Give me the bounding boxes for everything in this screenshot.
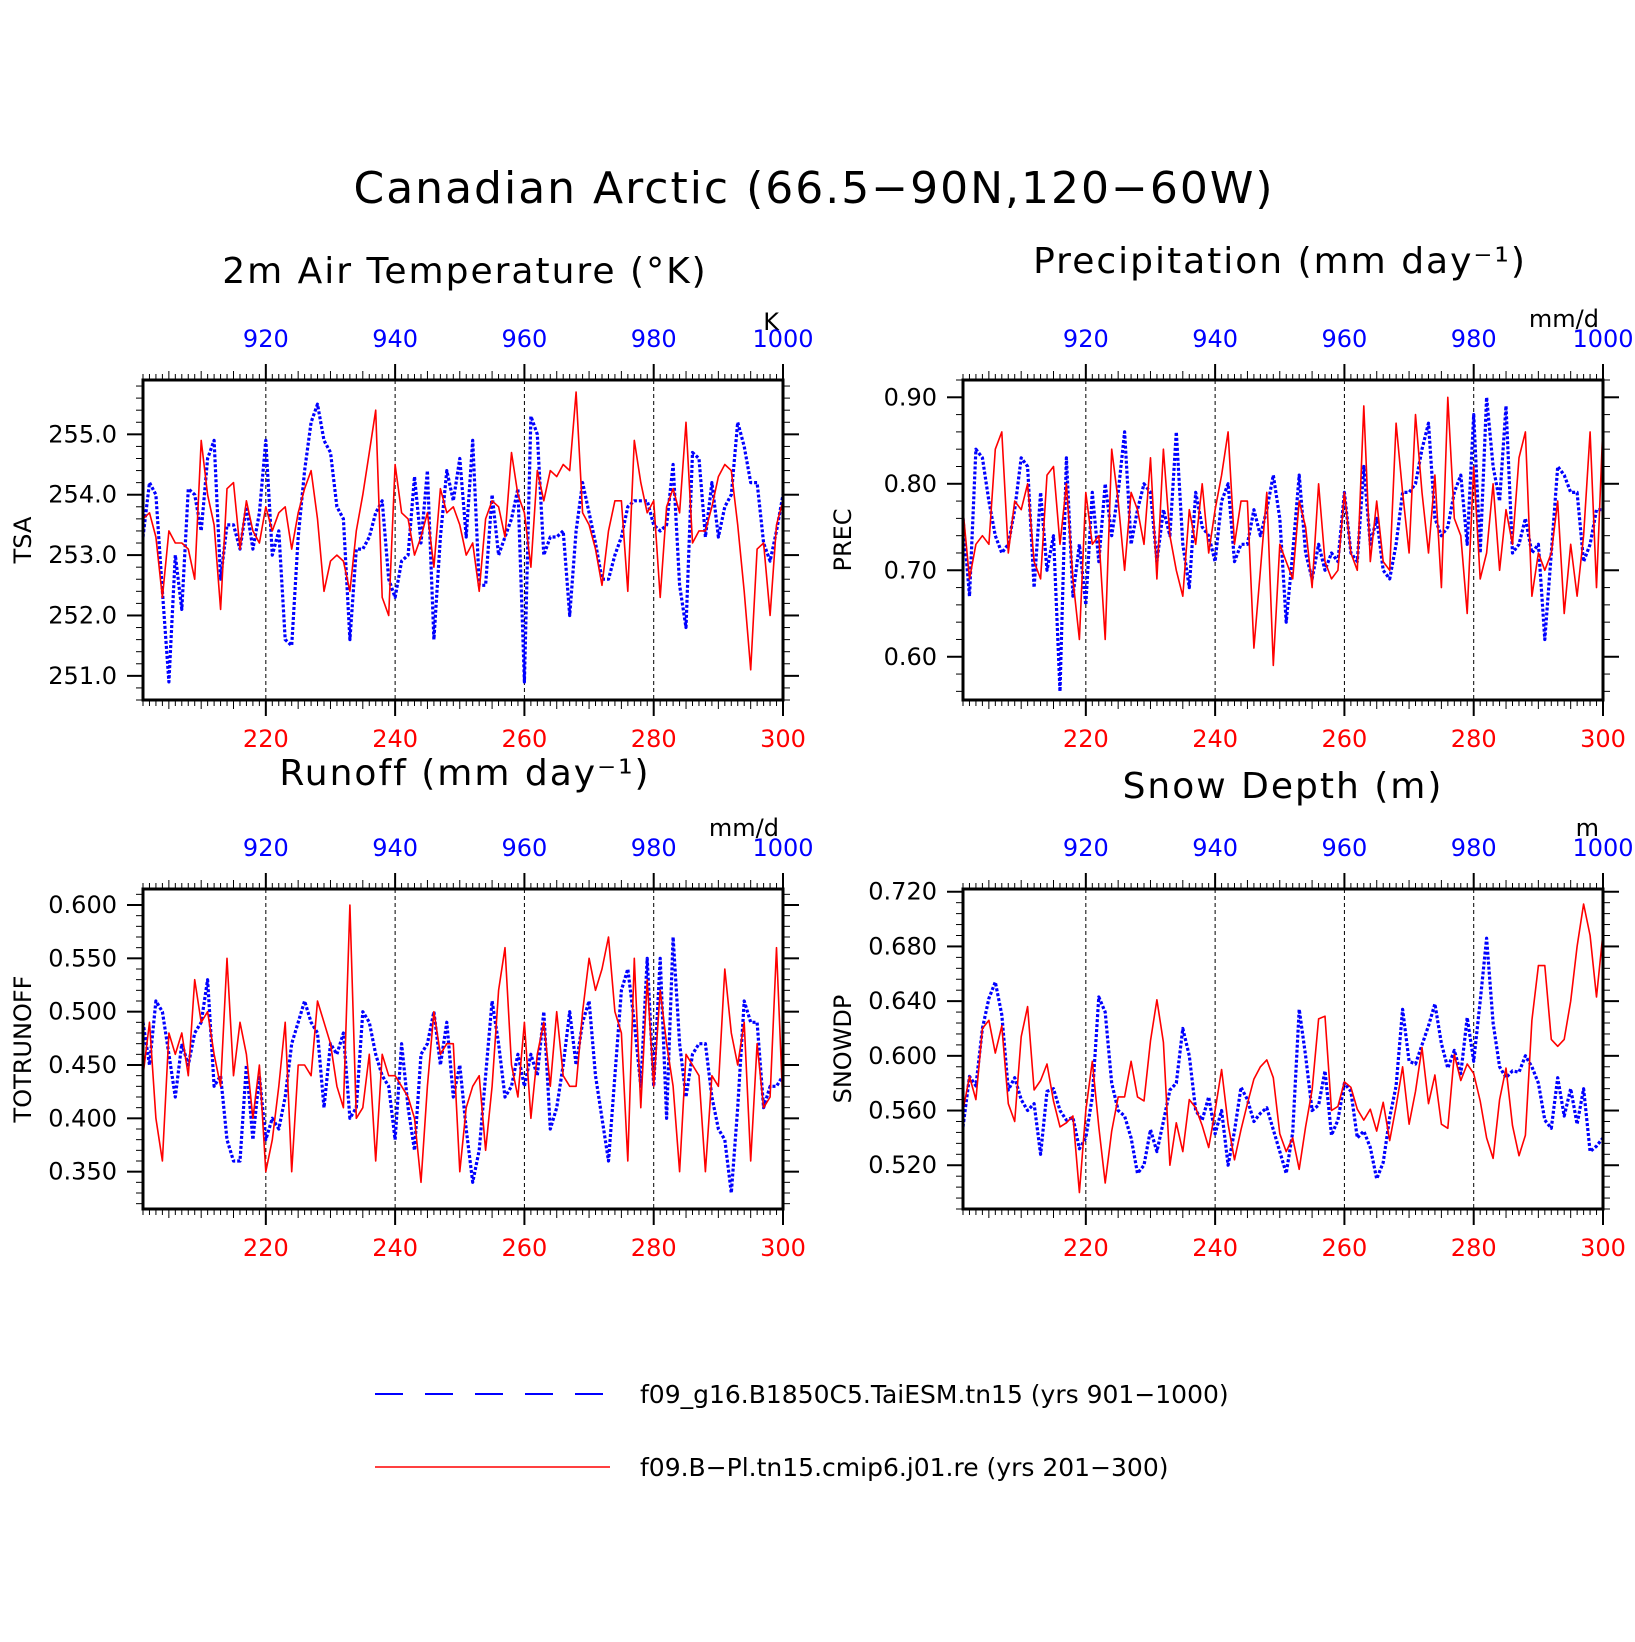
y-tick-label: 252.0 (48, 601, 117, 629)
x-bottom-tick-label: 280 (1451, 725, 1497, 753)
y-tick-label: 0.450 (48, 1051, 117, 1079)
panel-title: Precipitation (mm day⁻¹) (1033, 241, 1527, 282)
x-bottom-tick-label: 300 (760, 725, 806, 753)
y-tick-label: 0.80 (884, 470, 937, 498)
legend-label-series-a: f09_g16.B1850C5.TaiESM.tn15 (yrs 901−100… (640, 1380, 1229, 1409)
x-bottom-tick-label: 260 (1322, 725, 1368, 753)
x-bottom-tick-label: 220 (243, 1234, 289, 1262)
x-bottom-tick-label: 240 (1192, 1234, 1238, 1262)
x-bottom-tick-label: 220 (1063, 1234, 1109, 1262)
y-axis-label: TSA (9, 516, 37, 564)
plot-frame (141, 378, 785, 702)
x-top-tick-label: 940 (372, 834, 418, 862)
x-top-tick-label: 980 (631, 834, 677, 862)
x-top-tick-label: 960 (502, 325, 548, 353)
x-bottom-tick-label: 240 (372, 1234, 418, 1262)
plot-frame (961, 887, 1605, 1211)
x-bottom-tick-label: 280 (631, 725, 677, 753)
panel-snow-depth: Snow Depth (m) m SNOWDP 220 240 260 280 300 920 9… (829, 766, 1634, 1262)
x-top-tick-label: 920 (243, 325, 289, 353)
x-top-tick-label: 980 (1451, 834, 1497, 862)
x-bottom-tick-label: 240 (372, 725, 418, 753)
x-bottom-tick-label: 260 (502, 725, 548, 753)
x-bottom-tick-label: 300 (760, 1234, 806, 1262)
y-tick-label: 0.500 (48, 998, 117, 1026)
y-tick-label: 0.720 (868, 878, 937, 906)
x-top-tick-label: 960 (1322, 834, 1368, 862)
x-top-tick-label: 980 (1451, 325, 1497, 353)
x-top-tick-label: 940 (1192, 325, 1238, 353)
x-top-tick-label: 960 (502, 834, 548, 862)
x-bottom-tick-label: 240 (1192, 725, 1238, 753)
units-label: m (1576, 814, 1599, 842)
x-bottom-tick-label: 280 (631, 1234, 677, 1262)
x-top-tick-label: 1000 (1572, 834, 1633, 862)
y-tick-label: 0.560 (868, 1097, 937, 1125)
panel-title: Runoff (mm day⁻¹) (279, 753, 650, 794)
y-tick-label: 0.400 (48, 1104, 117, 1132)
plot-frame (961, 378, 1605, 702)
x-top-tick-label: 940 (1192, 834, 1238, 862)
y-tick-label: 0.70 (884, 556, 937, 584)
series-line-red (962, 396, 1604, 667)
series-line-red (142, 904, 784, 1184)
series-line-blue (961, 395, 1603, 694)
units-label: mm/d (709, 814, 779, 842)
y-tick-label: 251.0 (48, 662, 117, 690)
y-tick-label: 0.350 (48, 1158, 117, 1186)
panel-temperature: 2m Air Temperature (°K) K TSA 220 240 260 280 3… (9, 251, 814, 753)
y-tick-label: 253.0 (48, 541, 117, 569)
y-tick-label: 0.60 (884, 643, 937, 671)
y-tick-label: 0.600 (868, 1042, 937, 1070)
x-top-tick-label: 920 (1063, 834, 1109, 862)
panel-title: 2m Air Temperature (°K) (222, 251, 707, 292)
x-bottom-tick-label: 280 (1451, 1234, 1497, 1262)
x-top-tick-label: 920 (1063, 325, 1109, 353)
y-tick-label: 0.520 (868, 1151, 937, 1179)
y-tick-label: 0.600 (48, 891, 117, 919)
units-label: mm/d (1529, 305, 1599, 333)
y-axis-label: PREC (829, 508, 857, 571)
panel-precipitation: Precipitation (mm day⁻¹)mm/d PREC 220 240 26… (829, 241, 1634, 753)
x-bottom-tick-label: 220 (1063, 725, 1109, 753)
series-line-red (142, 391, 784, 671)
x-bottom-tick-label: 300 (1580, 1234, 1626, 1262)
y-tick-label: 0.550 (48, 944, 117, 972)
y-tick-label: 254.0 (48, 481, 117, 509)
x-top-tick-label: 1000 (752, 325, 813, 353)
y-axis-label: TOTRUNOFF (9, 976, 37, 1124)
x-top-tick-label: 980 (631, 325, 677, 353)
y-axis-label: SNOWDP (829, 995, 857, 1104)
y-tick-label: 0.680 (868, 932, 937, 960)
x-top-tick-label: 1000 (752, 834, 813, 862)
series-line-blue (141, 402, 785, 684)
x-top-tick-label: 960 (1322, 325, 1368, 353)
units-label: K (763, 308, 780, 336)
x-top-tick-label: 920 (243, 834, 289, 862)
legend-label-series-b: f09.B−Pl.tn15.cmip6.j01.re (yrs 201−300) (640, 1453, 1169, 1482)
y-tick-label: 0.90 (884, 383, 937, 411)
panels: 2m Air Temperature (°K) K TSA 220 240 260 280 3… (9, 241, 1634, 1262)
legend: f09_g16.B1850C5.TaiESM.tn15 (yrs 901−100… (375, 1380, 1229, 1482)
x-bottom-tick-label: 300 (1580, 725, 1626, 753)
x-bottom-tick-label: 260 (502, 1234, 548, 1262)
x-bottom-tick-label: 220 (243, 725, 289, 753)
series-line-blue (141, 935, 785, 1195)
x-top-tick-label: 1000 (1572, 325, 1633, 353)
series-line-red (962, 903, 1604, 1194)
x-top-tick-label: 940 (372, 325, 418, 353)
plot-frame (141, 887, 785, 1211)
y-tick-label: 255.0 (48, 420, 117, 448)
figure-title: Canadian Arctic (66.5−90N,120−60W) (354, 163, 1275, 214)
panel-runoff: Runoff (mm day⁻¹) mm/d TOTRUNOFF 220 240 260 2… (9, 753, 814, 1262)
x-bottom-tick-label: 260 (1322, 1234, 1368, 1262)
panel-title: Snow Depth (m) (1123, 766, 1444, 807)
y-tick-label: 0.640 (868, 987, 937, 1015)
